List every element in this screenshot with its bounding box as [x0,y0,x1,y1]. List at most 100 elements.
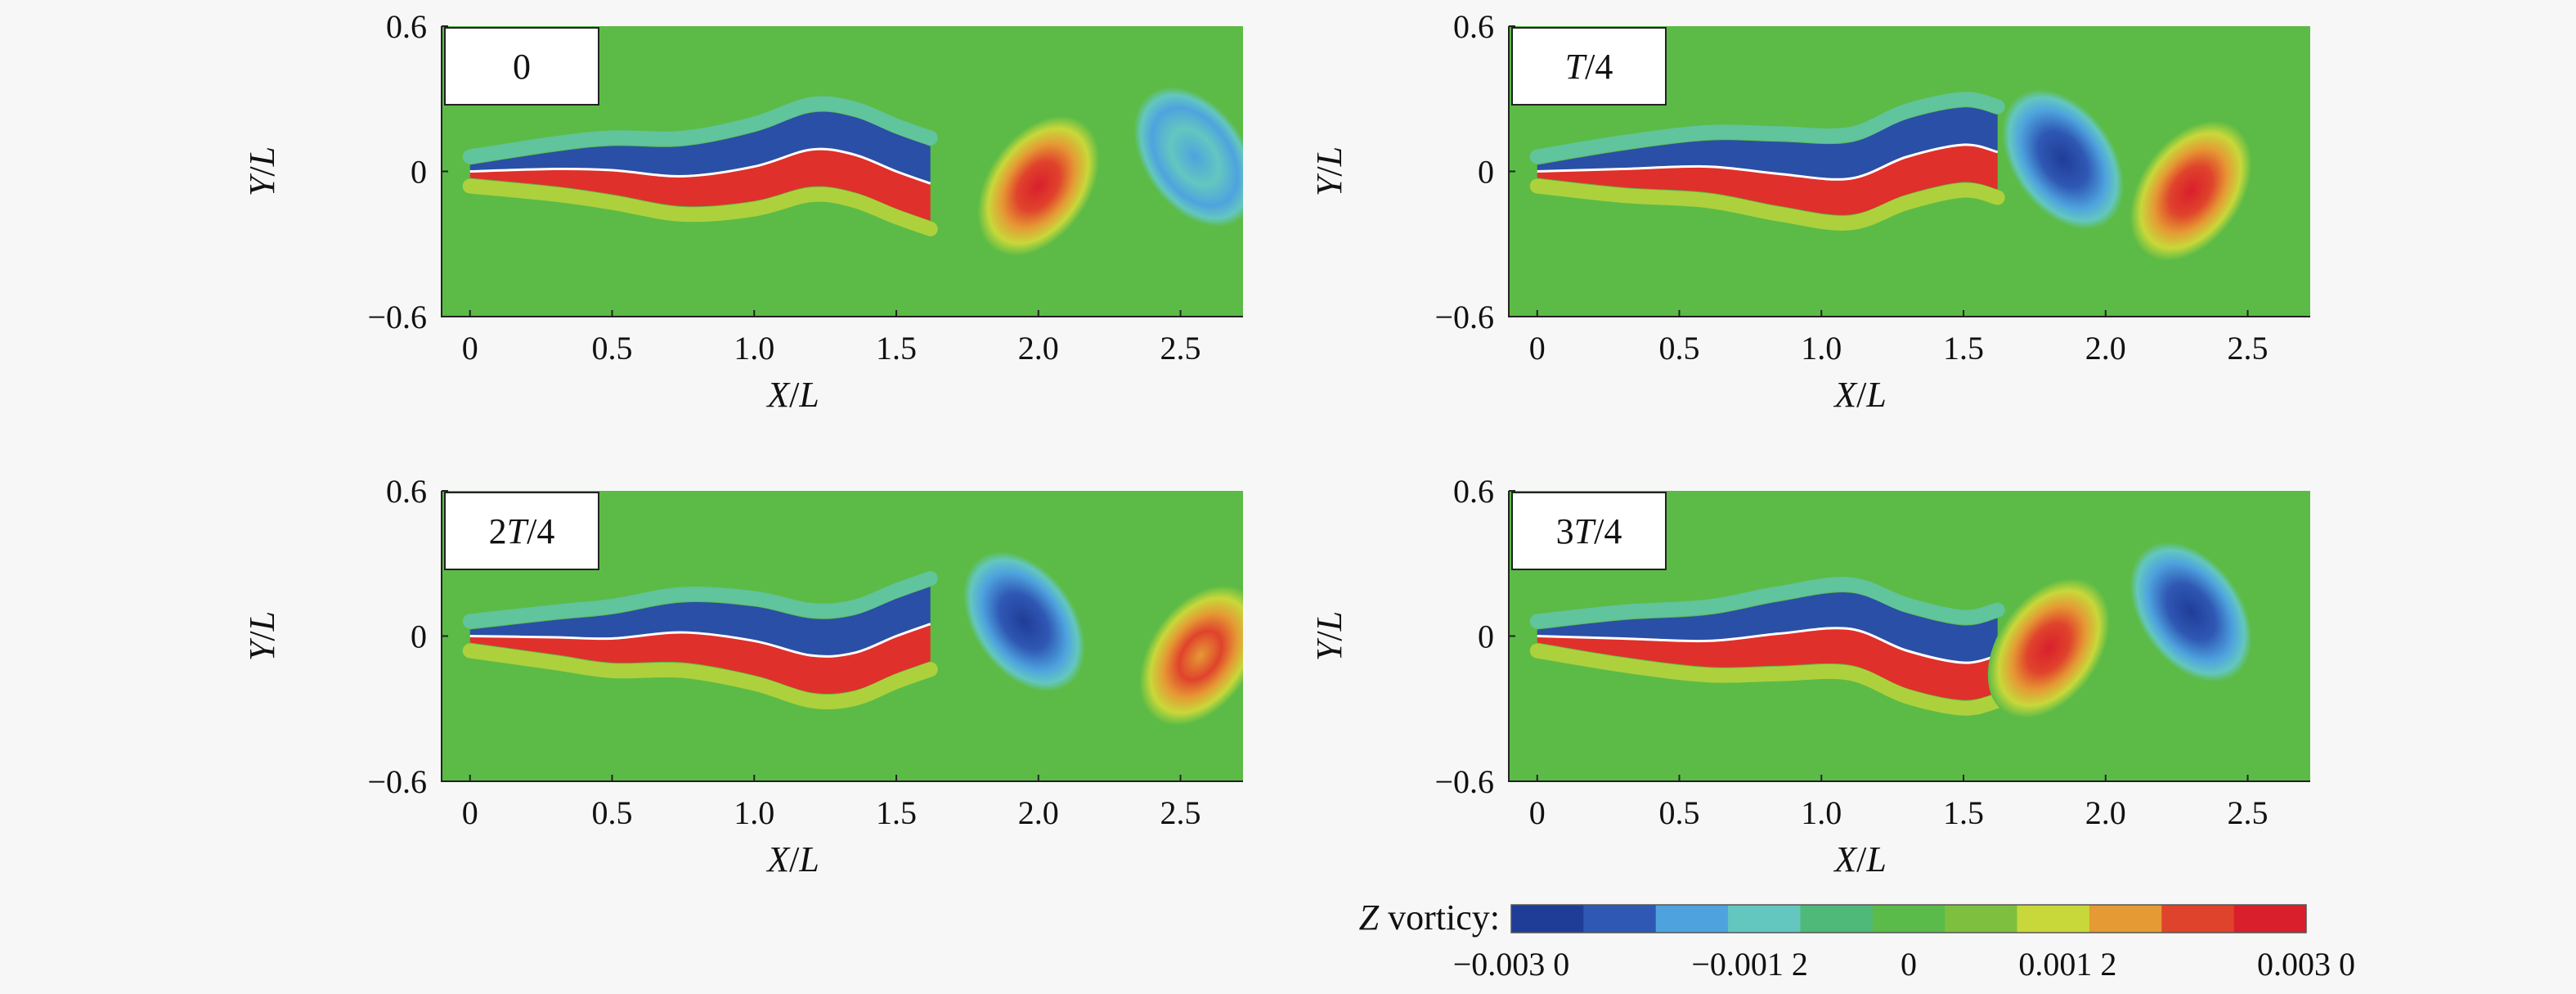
y-tick-label: −0.6 [1434,299,1494,335]
colorbar-swatch [2161,905,2235,933]
negative-vorticity-layer [469,587,931,657]
boundary-halo-upper [462,571,938,629]
colorbar-swatch [1583,905,1657,933]
x-tick-label: 1.5 [1943,794,1984,831]
negative-vorticity-layer [1537,592,1998,663]
phase-label: 0 [513,47,531,87]
colorbar-swatch [2233,905,2307,933]
colorbar-tick-label: −0.001 2 [1691,946,1808,983]
negative-vortex [2002,89,2125,230]
colorbar-swatch [1872,905,1945,933]
x-tick-label: 2.5 [1160,330,1201,367]
x-tick-label: 0 [462,794,478,831]
body-midline [1537,627,1999,664]
body-midline [1537,143,1999,181]
phase-label: 3T/4 [1556,511,1622,551]
colorbar-swatch [1655,905,1729,933]
colorbar-tick-label: 0.001 2 [2018,946,2116,983]
colorbar-tick-label: −0.003 0 [1453,946,1570,983]
y-axis-label: Y/L [242,146,282,196]
x-tick-label: 1.0 [734,330,774,367]
x-tick-label: 1.5 [876,794,917,831]
x-tick-label: 2.5 [2228,794,2269,831]
x-tick-label: 0.5 [1659,794,1700,831]
x-tick-label: 0 [1529,330,1546,367]
panel-1: 0 0.5 1.0 1.5 2.0 2.5 0.6 0 −0.6 X/L Y/L T/4 [1309,8,2310,415]
x-tick-label: 0.5 [1659,330,1700,367]
x-tick-label: 2.5 [2228,330,2269,367]
x-tick-label: 0.5 [592,794,633,831]
positive-vorticity-layer [469,623,931,695]
y-tick-label: 0.6 [1453,473,1494,510]
negative-vortex [2129,542,2252,682]
colorbar-swatch [2017,905,2090,933]
y-tick-label: 0 [411,154,427,191]
colorbar-swatch [1728,905,1801,933]
colorbar-swatch [1800,905,1874,933]
x-axis-label: X/L [765,839,819,879]
phase-label-box [444,492,599,570]
x-tick-label: 2.0 [2085,330,2126,367]
x-tick-label: 2.0 [1018,794,1059,831]
positive-vorticity-layer [1537,627,1998,700]
x-axis-label: X/L [1833,839,1887,879]
x-tick-label: 2.5 [1160,794,1201,831]
positive-vorticity-layer [1537,144,1998,215]
positive-vortex [1139,585,1243,726]
x-tick-label: 1.0 [1801,794,1842,831]
panel-0: 0 0.5 1.0 1.5 2.0 2.5 0.6 0 −0.6 X/L Y/L 0 [242,8,1243,415]
negative-vortex [963,551,1085,692]
phase-label: T/4 [1565,47,1613,87]
x-tick-label: 2.0 [2085,794,2126,831]
colorbar-swatch [1511,905,1584,933]
positive-vortex [1987,578,2110,718]
colorbar-tick-label: 0 [1901,946,1917,983]
plot-area [1529,89,2252,261]
boundary-halo-upper [462,96,938,164]
plot-area [462,551,1243,726]
boundary-halo-lower [1529,643,2005,716]
x-tick-label: 0.5 [592,330,633,367]
x-tick-label: 1.5 [876,330,917,367]
colorbar: Z vorticy: −0.003 0 −0.001 2 0 0.001 2 0.003 … [1359,897,2355,983]
boundary-halo-lower [1529,178,2005,231]
y-tick-label: 0 [1478,154,1494,191]
body-midline [469,147,931,185]
colorbar-label: Z vorticy: [1359,897,1500,938]
colorbar-swatch [2089,905,2162,933]
panel-3: 0 0.5 1.0 1.5 2.0 2.5 0.6 0 −0.6 X/L Y/L 3T/4 [1309,473,2310,879]
y-tick-label: −0.6 [367,299,427,335]
y-axis-label: Y/L [1309,611,1349,661]
boundary-halo-lower [462,643,938,710]
positive-vortex [2129,120,2252,261]
plot-area [1529,542,2252,718]
x-tick-label: 1.0 [734,794,774,831]
y-tick-label: 0.6 [1453,8,1494,45]
body-midline [469,623,931,658]
phase-label-box [1511,27,1667,106]
x-axis-label: X/L [1833,375,1887,415]
y-tick-label: 0.6 [386,8,427,45]
colorbar-tick-label: 0.003 0 [2257,946,2355,983]
boundary-halo-upper [1529,577,2005,629]
x-tick-label: 0 [1529,794,1546,831]
x-tick-label: 1.5 [1943,330,1984,367]
y-axis-label: Y/L [1309,146,1349,196]
y-tick-label: −0.6 [1434,763,1494,800]
x-tick-label: 2.0 [1018,330,1059,367]
positive-vorticity-layer [469,149,931,221]
x-axis-label: X/L [765,375,819,415]
boundary-halo-upper [1529,92,2005,164]
colorbar-frame [1510,904,2307,933]
x-tick-label: 1.0 [1801,330,1842,367]
phase-label-box [1511,492,1667,570]
positive-vortex [977,115,1100,256]
negative-vortex [1133,87,1243,227]
plot-area [462,87,1243,256]
negative-vorticity-layer [469,111,931,184]
y-tick-label: 0.6 [386,473,427,510]
y-axis-label: Y/L [242,611,282,661]
panel-2: 0 0.5 1.0 1.5 2.0 2.5 0.6 0 −0.6 X/L Y/L 2T/4 [242,473,1243,879]
